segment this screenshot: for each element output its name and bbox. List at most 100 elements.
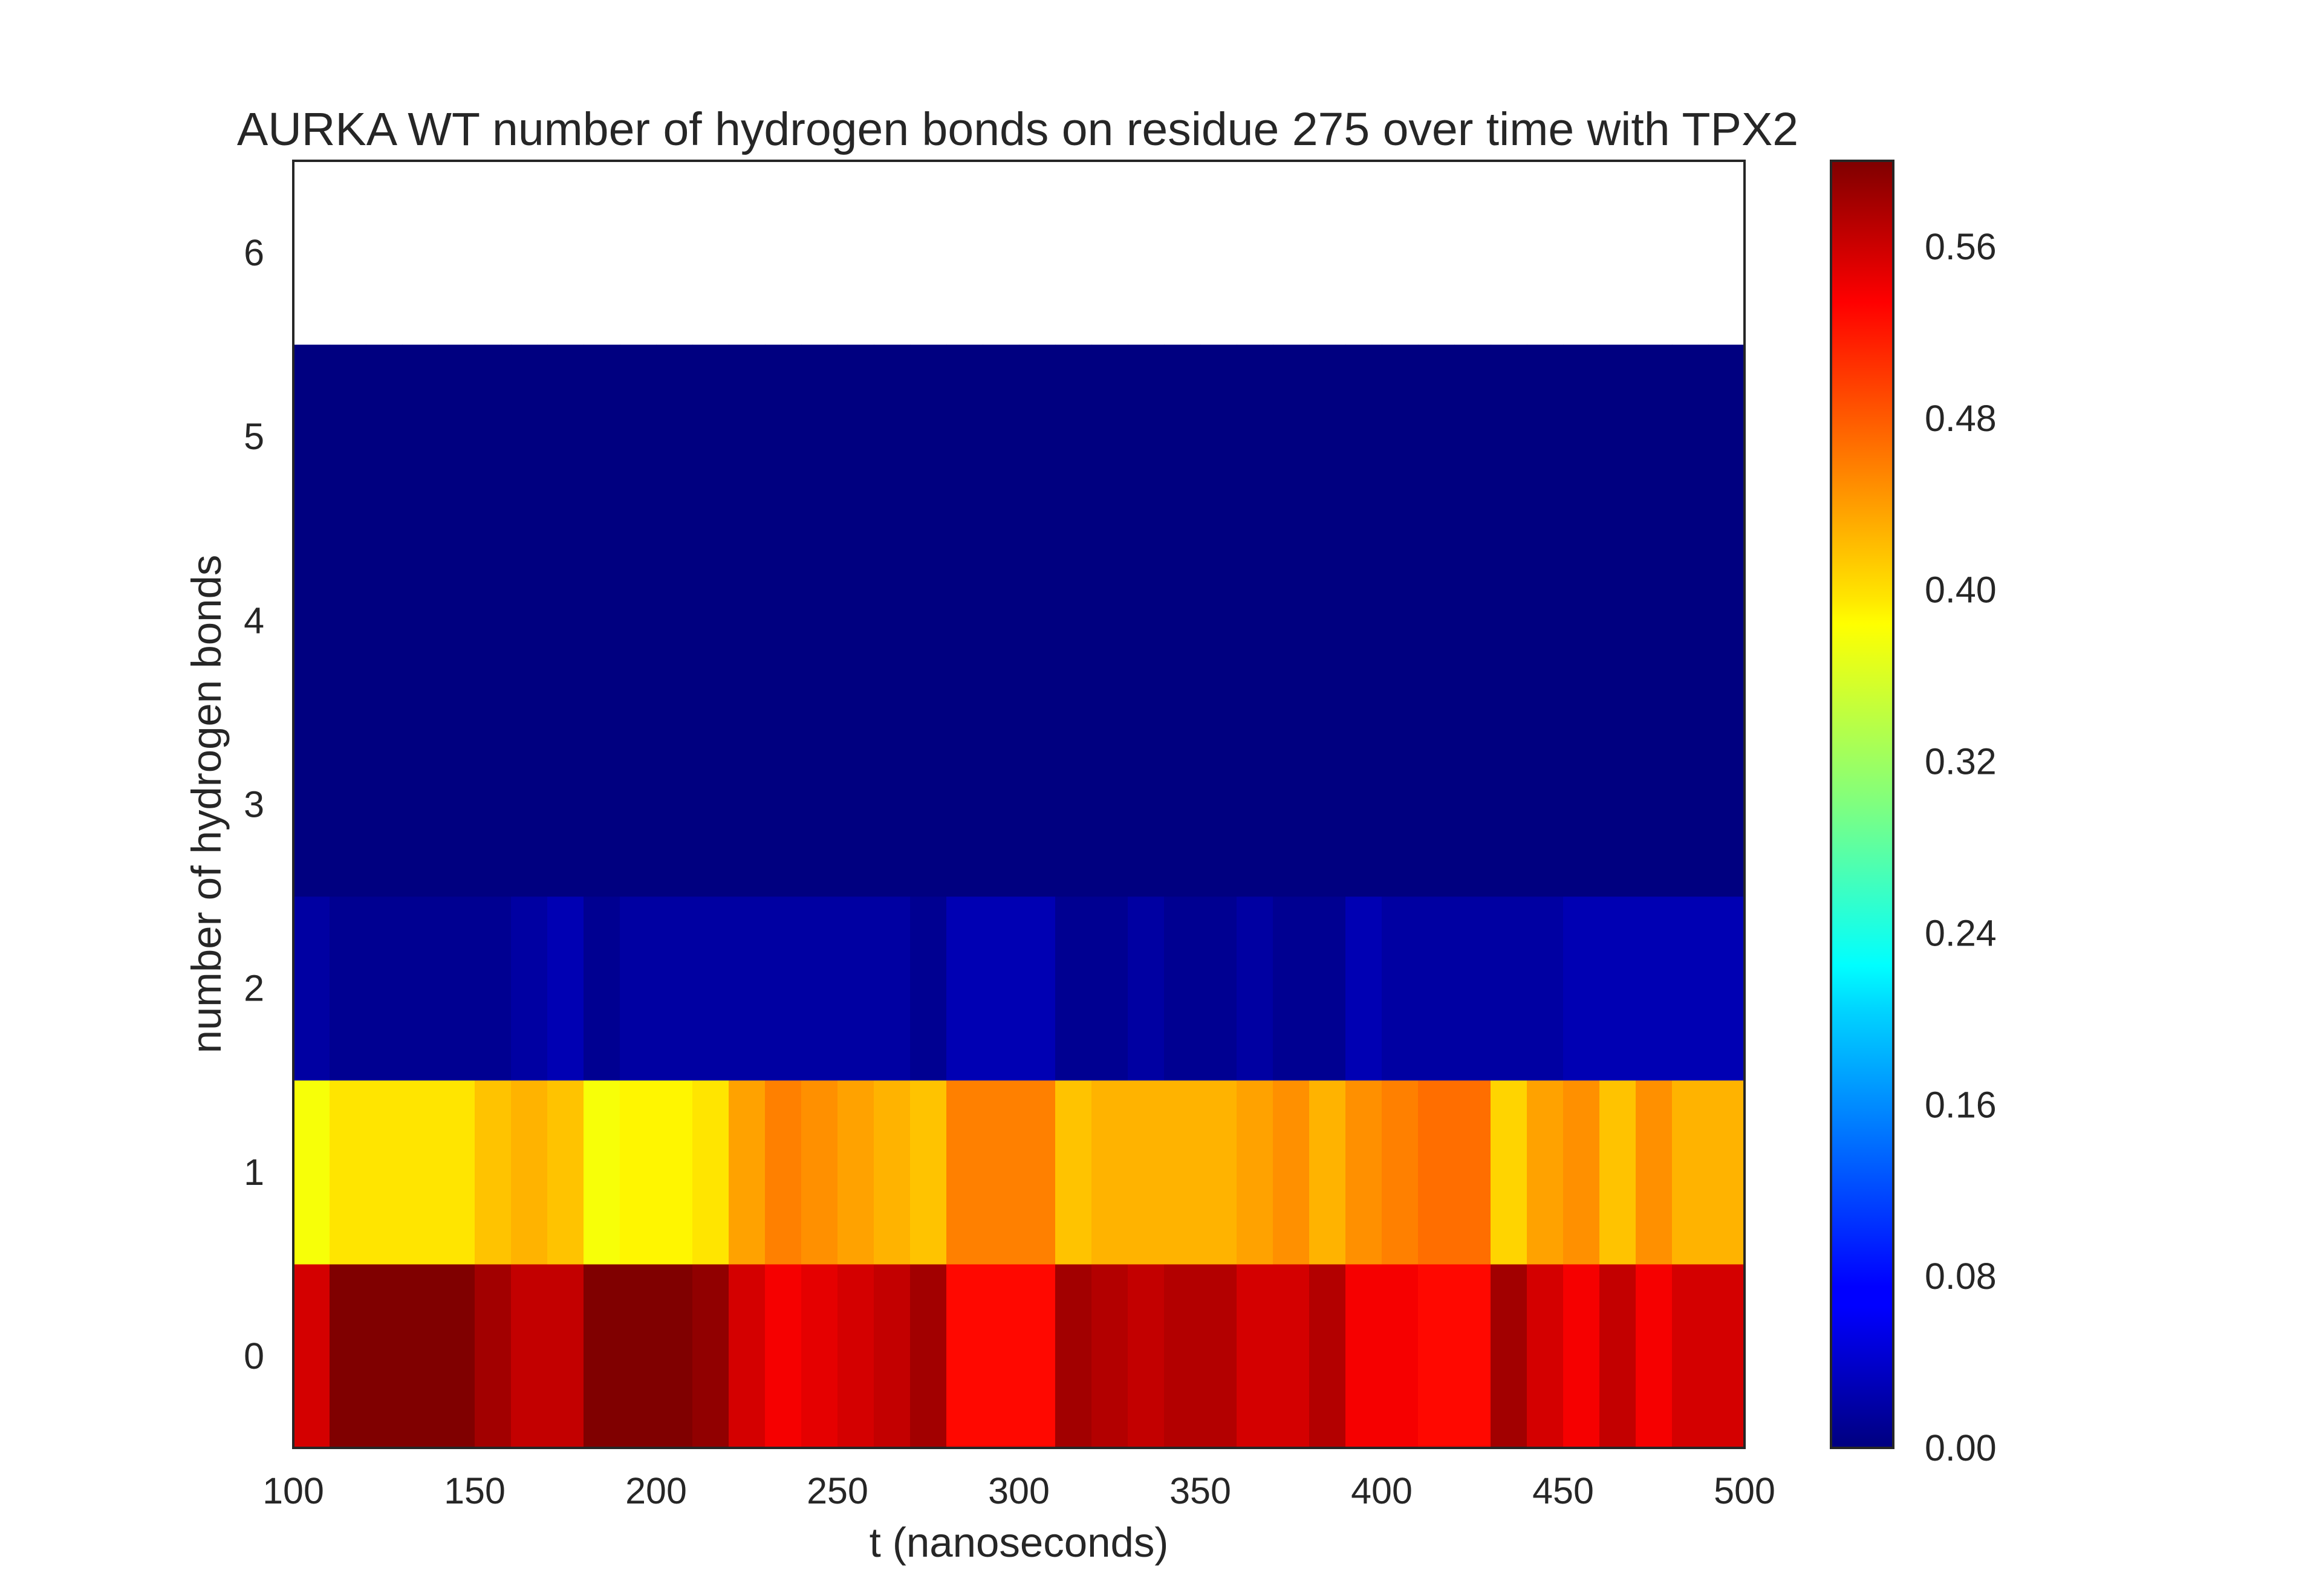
heatmap-cell: [1055, 896, 1092, 1081]
heatmap-cell: [1200, 528, 1237, 713]
heatmap-cell: [1527, 712, 1564, 897]
heatmap-cell: [1454, 345, 1491, 529]
x-tick-label: 500: [1714, 1470, 1775, 1511]
heatmap-cell: [837, 712, 874, 897]
heatmap-cell: [366, 528, 403, 713]
heatmap-cell: [475, 345, 512, 529]
plot-area-frame: [292, 160, 1746, 1449]
heatmap-cell: [1019, 712, 1056, 897]
heatmap-cell: [293, 528, 330, 713]
heatmap-cell: [729, 345, 766, 529]
heatmap-cell: [874, 345, 911, 529]
heatmap-cell: [547, 896, 584, 1081]
heatmap-cells: [293, 345, 1745, 1448]
heatmap-cell: [1091, 1080, 1128, 1265]
heatmap-cell: [1128, 712, 1165, 897]
heatmap-cell: [1200, 1080, 1237, 1265]
heatmap-cell: [1454, 1264, 1491, 1448]
heatmap-cell: [584, 528, 620, 713]
heatmap-cell: [1128, 528, 1165, 713]
heatmap-cell: [1164, 896, 1201, 1081]
heatmap-cell: [1418, 345, 1455, 529]
heatmap-cell: [1636, 712, 1673, 897]
heatmap-cell: [1055, 1264, 1092, 1448]
heatmap-cell: [330, 712, 366, 897]
heatmap-cell: [1418, 1264, 1455, 1448]
heatmap-cell: [1237, 528, 1273, 713]
heatmap-cell: [1672, 1080, 1709, 1265]
heatmap-cell: [293, 1080, 330, 1265]
heatmap-cell: [1527, 345, 1564, 529]
heatmap-cell: [656, 896, 693, 1081]
heatmap-cell: [765, 712, 802, 897]
heatmap-cell: [1563, 528, 1600, 713]
heatmap-cell: [584, 712, 620, 897]
heatmap-cell: [1345, 1080, 1382, 1265]
heatmap-cell: [1636, 345, 1673, 529]
heatmap-cell: [366, 345, 403, 529]
heatmap-cell: [1055, 528, 1092, 713]
heatmap-cell: [1200, 345, 1237, 529]
heatmap-cell: [511, 1080, 548, 1265]
heatmap-cell: [1563, 1264, 1600, 1448]
heatmap-cell: [1237, 712, 1273, 897]
heatmap-cell: [1019, 345, 1056, 529]
heatmap-cell: [1345, 1264, 1382, 1448]
heatmap-cell: [729, 1080, 766, 1265]
heatmap-cell: [837, 528, 874, 713]
heatmap-cell: [620, 528, 657, 713]
heatmap-cell: [402, 1080, 439, 1265]
heatmap-cell: [1237, 345, 1273, 529]
heatmap-cell: [1309, 712, 1346, 897]
heatmap-cell: [1164, 1264, 1201, 1448]
heatmap-cell: [402, 1264, 439, 1448]
heatmap-cell: [1345, 345, 1382, 529]
heatmap-cell: [1672, 1264, 1709, 1448]
heatmap-cell: [837, 1264, 874, 1448]
heatmap-cell: [1019, 896, 1056, 1081]
heatmap-cell: [946, 1080, 983, 1265]
y-tick-label: 3: [244, 784, 264, 825]
heatmap-cell: [366, 1080, 403, 1265]
x-axis-ticks: 100 150 200 250 300 350 400 450 500: [262, 1470, 1775, 1511]
heatmap-cell: [584, 345, 620, 529]
heatmap-cell: [293, 345, 330, 529]
heatmap-cell: [1345, 712, 1382, 897]
heatmap-cell: [1454, 528, 1491, 713]
heatmap-cell: [946, 528, 983, 713]
heatmap-cell: [1491, 528, 1527, 713]
heatmap-cell: [293, 896, 330, 1081]
heatmap-cell: [1345, 528, 1382, 713]
heatmap-cell: [801, 1080, 838, 1265]
heatmap-cell: [475, 896, 512, 1081]
heatmap-cell: [983, 1264, 1020, 1448]
chart-title: AURKA WT number of hydrogen bonds on res…: [237, 103, 1798, 155]
heatmap-cell: [837, 1080, 874, 1265]
heatmap-cell: [874, 1264, 911, 1448]
colorbar-ticks: 0.00 0.08 0.16 0.24 0.32 0.40 0.48 0.56: [1925, 226, 1997, 1468]
heatmap-cell: [910, 712, 947, 897]
heatmap-cell: [1309, 345, 1346, 529]
heatmap-cell: [1382, 528, 1419, 713]
heatmap-cell: [1491, 1264, 1527, 1448]
heatmap-cell: [438, 1264, 475, 1448]
heatmap-cell: [729, 528, 766, 713]
heatmap-cell: [1672, 896, 1709, 1081]
heatmap-cell: [620, 1080, 657, 1265]
heatmap-cell: [765, 528, 802, 713]
y-tick-label: 1: [244, 1152, 264, 1193]
heatmap-cell: [1382, 896, 1419, 1081]
colorbar-tick-label: 0.40: [1925, 569, 1997, 611]
heatmap-cell: [1345, 896, 1382, 1081]
heatmap-cell: [1527, 528, 1564, 713]
heatmap-cell: [910, 896, 947, 1081]
x-tick-label: 450: [1532, 1470, 1594, 1511]
heatmap-cell: [1418, 528, 1455, 713]
heatmap-cell: [1527, 1080, 1564, 1265]
heatmap-cell: [1382, 345, 1419, 529]
x-axis-label: t (nanoseconds): [870, 1519, 1169, 1566]
heatmap-cell: [1708, 345, 1745, 529]
heatmap-cell: [511, 1264, 548, 1448]
heatmap-cell: [620, 896, 657, 1081]
